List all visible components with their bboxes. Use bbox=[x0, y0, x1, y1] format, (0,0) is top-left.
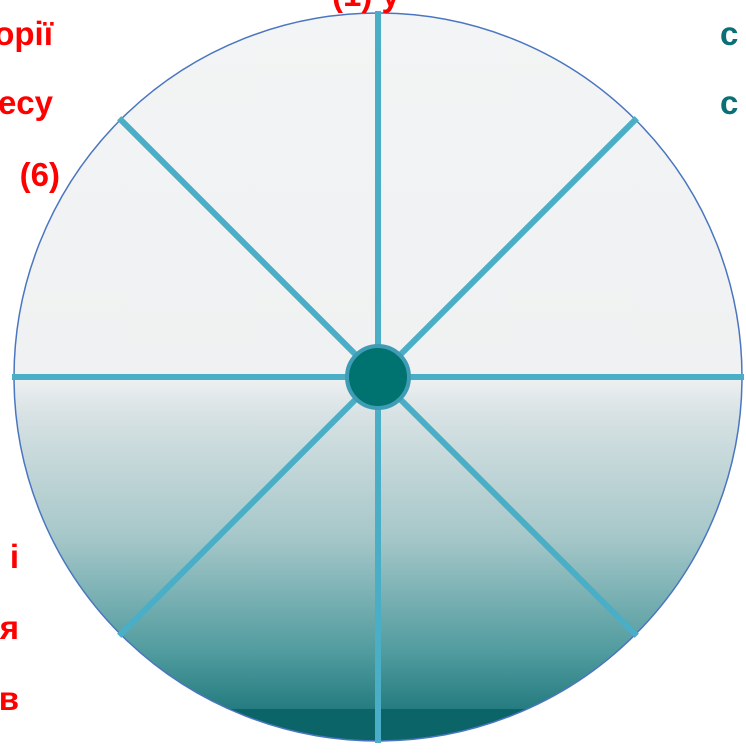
hub-icon bbox=[345, 344, 411, 410]
text-fragment-top: (1) у bbox=[332, 0, 400, 14]
text-fragment-left-1: орії bbox=[0, 15, 53, 52]
text-fragment-right-1: с bbox=[720, 15, 739, 52]
text-fragment-left-4: і bbox=[9, 538, 19, 575]
text-fragment-right-2: с bbox=[720, 84, 739, 121]
text-fragment-left-3: (6) bbox=[19, 156, 60, 193]
wheel-base-band bbox=[14, 709, 742, 741]
text-fragment-left-6: в bbox=[0, 680, 19, 717]
text-fragment-left-5: я bbox=[0, 609, 19, 646]
text-fragment-left-2: ecy bbox=[0, 84, 53, 121]
